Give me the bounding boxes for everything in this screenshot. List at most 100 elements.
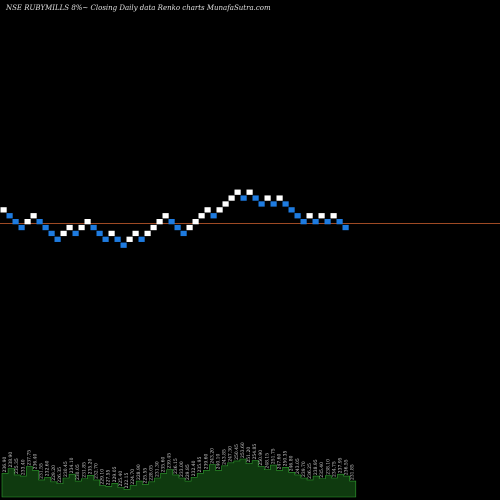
volume-label: 231.55 bbox=[39, 463, 45, 479]
renko-brick-down bbox=[54, 236, 61, 242]
volume-area bbox=[1, 458, 357, 498]
volume-label: 253.60 bbox=[240, 442, 246, 458]
renko-brick-up bbox=[264, 195, 271, 201]
volume-label: 251.20 bbox=[246, 447, 252, 463]
volume-label: 250.45 bbox=[234, 444, 240, 460]
volume-label: 239.60 bbox=[203, 454, 209, 470]
renko-brick-up bbox=[222, 201, 229, 207]
volume-label: 250.90 bbox=[258, 450, 264, 466]
volume-label: 227.55 bbox=[106, 469, 112, 485]
renko-brick-down bbox=[72, 230, 79, 237]
volume-label: 243.05 bbox=[295, 458, 301, 474]
volume-label: 243.85 bbox=[222, 449, 228, 465]
volume-label: 234.10 bbox=[69, 457, 75, 473]
volume-label: 229.20 bbox=[51, 465, 57, 481]
renko-brick-up bbox=[228, 195, 235, 201]
volume-label: 238.90 bbox=[8, 452, 14, 468]
renko-brick-up bbox=[306, 213, 313, 219]
renko-brick-down bbox=[90, 224, 97, 231]
renko-brick-up bbox=[204, 207, 211, 213]
volume-label: 229.85 bbox=[185, 464, 191, 480]
volume-label: 236.25 bbox=[307, 463, 313, 479]
renko-brick-up bbox=[24, 219, 31, 225]
volume-label: 247.60 bbox=[277, 454, 283, 470]
volume-label: 239.45 bbox=[167, 453, 173, 469]
volume-label: 233.00 bbox=[179, 461, 185, 477]
volume-label: 231.30 bbox=[155, 461, 161, 477]
renko-brick-up bbox=[162, 213, 169, 219]
renko-brick-down bbox=[270, 201, 277, 207]
renko-brick-down bbox=[48, 230, 55, 237]
volume-label: 228.90 bbox=[136, 464, 142, 480]
renko-brick-down bbox=[258, 201, 265, 207]
volume-label: 236.55 bbox=[344, 459, 350, 475]
volume-label: 231.85 bbox=[350, 464, 356, 480]
volume-label: 236.15 bbox=[173, 458, 179, 474]
renko-brick-up bbox=[78, 224, 85, 231]
volume-label: 251.75 bbox=[270, 448, 276, 464]
volume-label: 238.95 bbox=[313, 459, 319, 475]
volume-label: 238.10 bbox=[325, 459, 331, 475]
renko-brick-up bbox=[126, 236, 133, 242]
volume-label: 225.55 bbox=[142, 468, 148, 484]
volume-label: 230.45 bbox=[63, 461, 69, 477]
renko-brick-down bbox=[96, 230, 103, 237]
renko-brick-down bbox=[120, 242, 127, 248]
renko-brick-down bbox=[324, 219, 331, 225]
renko-brick-down bbox=[18, 224, 25, 231]
renko-brick-up bbox=[108, 230, 115, 237]
volume-label: 250.35 bbox=[283, 450, 289, 466]
volume-label: 226.35 bbox=[57, 467, 63, 483]
volume-label: 235.35 bbox=[14, 458, 20, 474]
renko-brick-up bbox=[246, 189, 253, 195]
renko-brick-down bbox=[210, 213, 217, 219]
renko-brick-up bbox=[30, 213, 37, 219]
volume-label: 235.20 bbox=[87, 458, 93, 474]
renko-brick-down bbox=[138, 236, 145, 242]
renko-brick-down bbox=[252, 195, 259, 201]
renko-brick-down bbox=[312, 219, 319, 225]
renko-brick-up bbox=[132, 230, 139, 237]
renko-brick-down bbox=[180, 230, 187, 237]
renko-brick-up bbox=[66, 224, 73, 231]
renko-brick-up bbox=[330, 213, 337, 219]
renko-brick-down bbox=[174, 224, 181, 231]
volume-label: 235.95 bbox=[197, 457, 203, 473]
renko-brick-down bbox=[12, 219, 19, 225]
volume-label: 225.40 bbox=[118, 471, 124, 487]
renko-brick-up bbox=[192, 219, 199, 225]
volume-label: 232.70 bbox=[94, 463, 100, 479]
volume-label: 230.05 bbox=[75, 464, 81, 480]
volume-label: 240.10 bbox=[216, 454, 222, 470]
renko-brick-down bbox=[336, 219, 343, 225]
volume-label: 234.75 bbox=[331, 461, 337, 477]
volume-label: 246.80 bbox=[289, 455, 295, 471]
volume-label: 222.15 bbox=[124, 473, 130, 489]
renko-brick-up bbox=[150, 224, 157, 231]
renko-brick-down bbox=[42, 224, 49, 231]
renko-brick-up bbox=[144, 230, 151, 237]
volume-label: 237.75 bbox=[26, 450, 32, 466]
renko-brick-down bbox=[114, 236, 121, 242]
volume-label: 247.30 bbox=[228, 446, 234, 462]
renko-bricks bbox=[0, 189, 349, 248]
volume-label: 236.40 bbox=[33, 454, 39, 470]
volume-label: 232.40 bbox=[191, 460, 197, 476]
renko-brick-down bbox=[102, 236, 109, 242]
renko-brick-down bbox=[342, 224, 349, 231]
volume-label: 235.60 bbox=[161, 457, 167, 473]
volume-label: 243.20 bbox=[209, 448, 215, 464]
volume-label: 239.70 bbox=[301, 461, 307, 477]
volume-label: 235.40 bbox=[319, 462, 325, 478]
volume-label: 233.40 bbox=[20, 459, 26, 475]
volume-label: 236.90 bbox=[2, 457, 8, 473]
renko-brick-down bbox=[240, 195, 247, 201]
renko-brick-up bbox=[216, 207, 223, 213]
volume-label: 224.70 bbox=[130, 469, 136, 485]
volume-label: 229.10 bbox=[100, 469, 106, 485]
renko-brick-up bbox=[84, 219, 91, 225]
volume-label: 254.85 bbox=[252, 444, 258, 460]
renko-brick-down bbox=[6, 213, 13, 219]
volume-label: 237.95 bbox=[338, 457, 344, 473]
